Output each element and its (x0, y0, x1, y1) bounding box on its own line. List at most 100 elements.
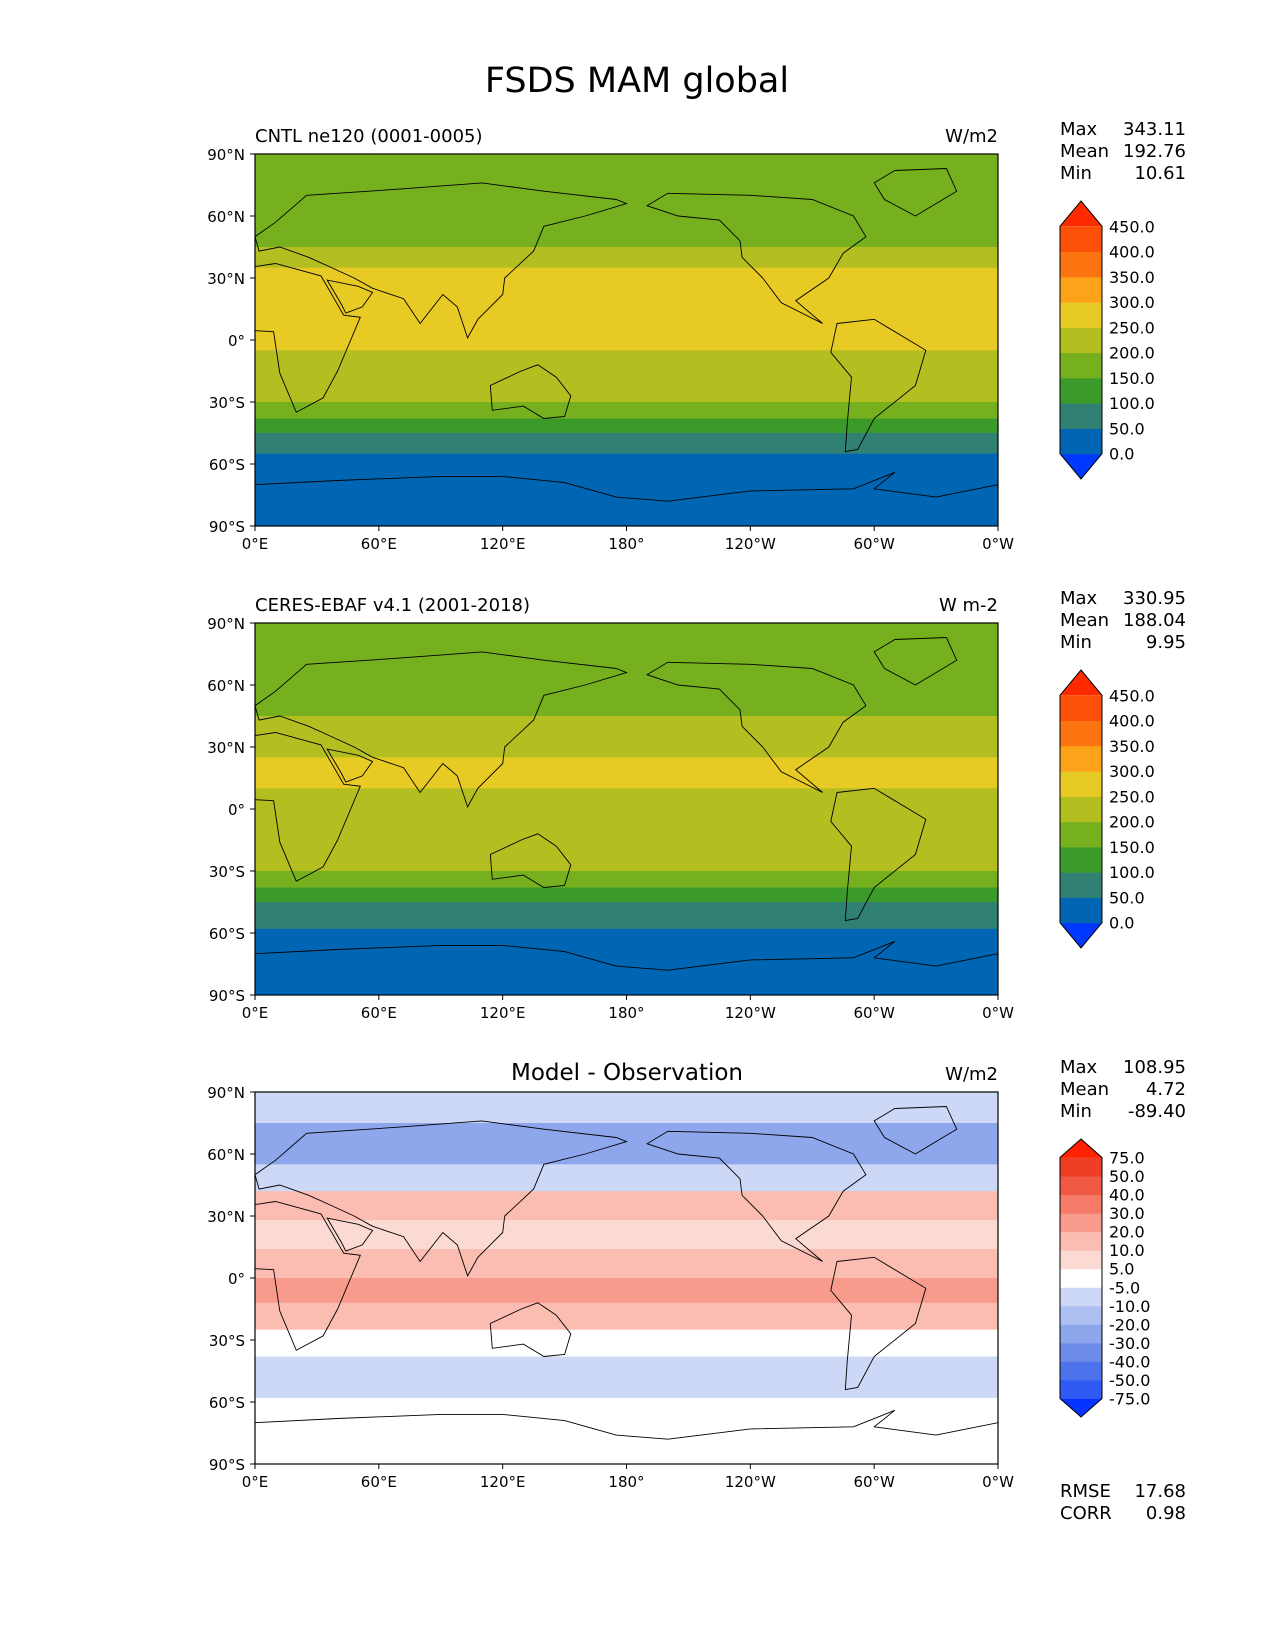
colorbar-swatch (1060, 720, 1102, 747)
colorbar-label: 300.0 (1109, 293, 1155, 312)
colorbar-label: 40.0 (1109, 1186, 1145, 1205)
colorbar-swatch (1060, 1287, 1102, 1307)
x-tick-label: 0°W (982, 1473, 1014, 1491)
coastlines (255, 637, 998, 971)
colorbar-swatch (1060, 428, 1102, 455)
coastline-antarctica (255, 1409, 998, 1440)
coastline-arabia (326, 1217, 374, 1252)
colorbar-outline (1059, 1138, 1103, 1418)
colorbar-label: 150.0 (1109, 838, 1155, 857)
colorbar-swatch (1060, 745, 1102, 772)
zonal-band (255, 819, 998, 847)
x-tick-label: 120°W (725, 535, 776, 553)
colorbar-swatch (1060, 872, 1102, 898)
stat-min-label: Min (1060, 163, 1092, 184)
colorbar-label: 150.0 (1109, 369, 1155, 388)
corr-value: 0.98 (1146, 1503, 1186, 1524)
zonal-band (255, 418, 998, 434)
coastline-africa (255, 263, 361, 413)
rmse-label: RMSE (1060, 1481, 1111, 1502)
stat-min-value: 9.95 (1146, 632, 1186, 653)
colorbar-label: -30.0 (1109, 1334, 1150, 1353)
colorbar-swatch (1060, 251, 1102, 278)
stat-min-label: Min (1060, 1101, 1092, 1122)
y-tick-label: 90°S (209, 987, 245, 1005)
colorbar-swatch (1060, 695, 1102, 722)
x-tick-label: 180° (608, 535, 644, 553)
zonal-band (255, 846, 998, 872)
stat-max-value: 343.11 (1123, 119, 1186, 140)
colorbar-swatch (1060, 1305, 1102, 1325)
zonal-band (255, 1302, 998, 1331)
colorbar-swatch (1060, 796, 1102, 823)
y-tick-label: 0° (228, 1270, 245, 1288)
colorbar-label: 0.0 (1109, 445, 1134, 464)
y-tick-label: 60°N (207, 1146, 245, 1164)
colorbar-label: 5.0 (1109, 1260, 1134, 1279)
y-tick-label: 90°S (209, 518, 245, 536)
colorbar-label: -10.0 (1109, 1297, 1150, 1316)
y-tick-label: 30°S (209, 1332, 245, 1350)
colorbar-label: 20.0 (1109, 1223, 1145, 1242)
figure-title: FSDS MAM global (485, 61, 789, 101)
zonal-band (255, 1164, 998, 1192)
panel-title: CERES-EBAF v4.1 (2001-2018) (255, 595, 530, 616)
zonal-band (255, 736, 998, 758)
y-tick-label: 60°S (209, 925, 245, 943)
coastline-arabia (326, 279, 374, 314)
zonal-band (255, 319, 998, 351)
colorbar-swatch (1060, 226, 1102, 253)
coastline-africa (255, 1201, 361, 1351)
x-tick-label: 60°E (361, 535, 397, 553)
y-tick-label: 60°N (207, 677, 245, 695)
panel-title: CNTL ne120 (0001-0005) (255, 126, 483, 147)
x-tick-label: 60°W (853, 1473, 895, 1491)
colorbar-label: 350.0 (1109, 737, 1155, 756)
coastline-greenland (873, 168, 958, 217)
zonal-band (255, 788, 998, 820)
colorbar-label: 30.0 (1109, 1204, 1145, 1223)
coastline-europe_asia (255, 1120, 628, 1278)
coastline-greenland (873, 637, 958, 686)
zonal-band (255, 887, 998, 903)
colorbar-swatch (1060, 897, 1102, 924)
zonal-band (255, 247, 998, 269)
panel-units: W/m2 (945, 126, 998, 147)
coastline-s_america (830, 1256, 927, 1391)
colorbar-swatch (1060, 1250, 1102, 1270)
x-tick-label: 60°W (853, 535, 895, 553)
zonal-band (255, 1329, 998, 1358)
colorbar-label: 250.0 (1109, 318, 1155, 337)
x-tick-label: 0°E (242, 535, 269, 553)
y-tick-label: 60°S (209, 456, 245, 474)
colorbar-swatch (1060, 1379, 1102, 1399)
x-tick-label: 0°W (982, 535, 1014, 553)
colorbar-label: 450.0 (1109, 686, 1155, 705)
colorbar-extend-min (1060, 1398, 1102, 1417)
panel-1: 0°E 60°E 120°E 180° 120°W 60°W 0°W 90°N 60°N 30°N… (207, 119, 1186, 553)
colorbar-label: 50.0 (1109, 888, 1145, 907)
y-tick-label: 90°N (207, 615, 245, 633)
x-tick-label: 120°E (480, 535, 526, 553)
colorbar-label: -20.0 (1109, 1315, 1150, 1334)
colorbar-label: 100.0 (1109, 394, 1155, 413)
coastline-n_america (646, 661, 867, 793)
x-tick-label: 0°W (982, 1004, 1014, 1022)
colorbar-swatch (1060, 1176, 1102, 1196)
colorbar-swatch (1060, 771, 1102, 797)
y-tick-label: 90°N (207, 1084, 245, 1102)
colorbar-swatch (1060, 1213, 1102, 1233)
stat-mean-label: Mean (1060, 610, 1109, 631)
zonal-band (255, 288, 998, 320)
zonal-band (255, 1092, 998, 1124)
colorbar-swatch (1060, 1324, 1102, 1344)
coastline-africa (255, 732, 361, 882)
map-field (255, 623, 998, 995)
coastlines (255, 168, 998, 502)
colorbar-swatch (1060, 846, 1102, 873)
colorbar: 75.050.040.030.020.010.05.0-5.0-10.0-20.… (1059, 1138, 1150, 1418)
stat-mean-value: 4.72 (1146, 1079, 1186, 1100)
colorbar: 450.0 400.0 350.0 300.0 250.0 200.0 150.0 100.0… (1059, 200, 1155, 480)
colorbar-extend-max (1060, 670, 1102, 696)
